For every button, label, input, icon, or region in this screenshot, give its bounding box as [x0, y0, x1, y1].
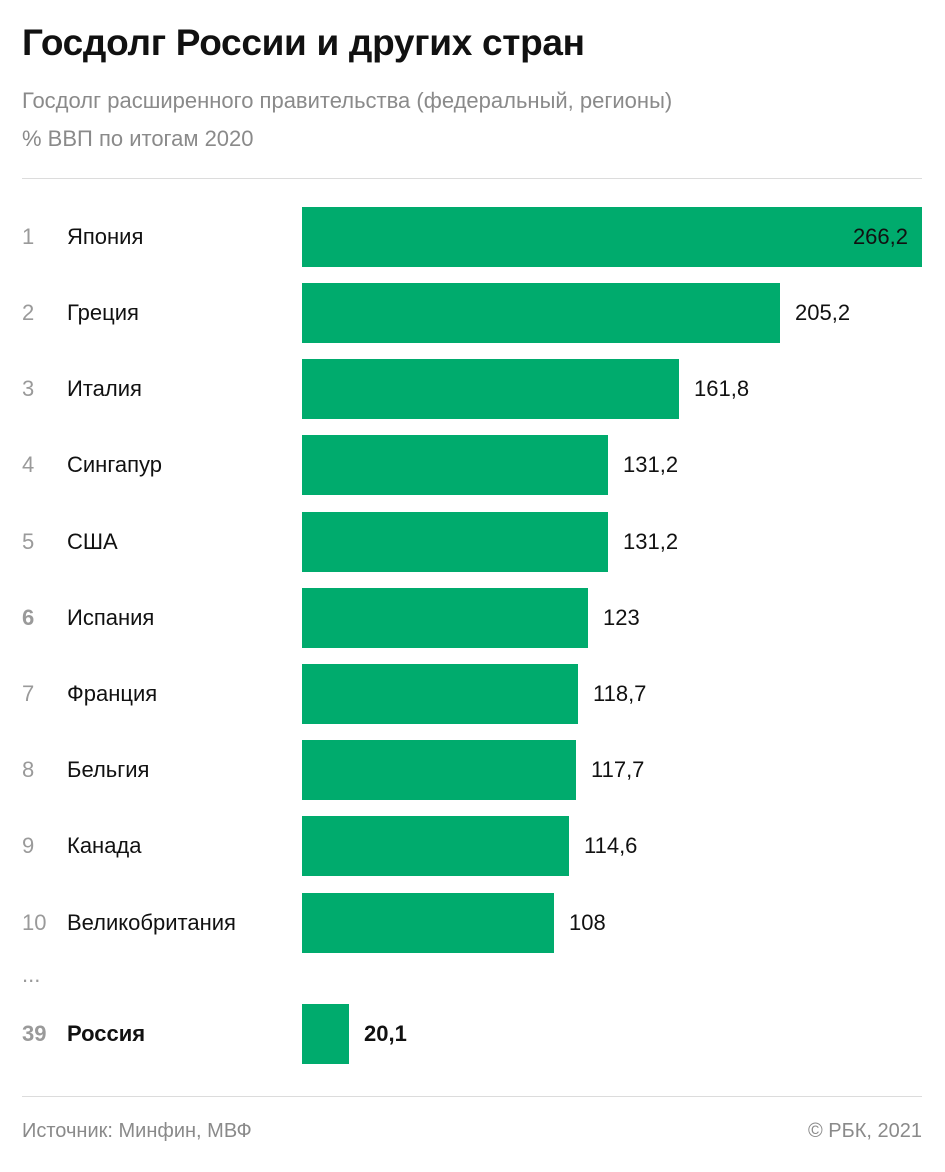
rank-label: 7: [22, 681, 35, 706]
bar-row-5: 5 США 131,2: [0, 512, 945, 572]
rank-label: 3: [22, 376, 35, 401]
category-label: Канада: [67, 833, 142, 858]
bar: [302, 359, 679, 419]
category-label: США: [67, 529, 118, 554]
bar-row-39: 39 Россия 20,1: [0, 1004, 945, 1064]
bar-row-9: 9 Канада 114,6: [0, 816, 945, 876]
bar: [302, 740, 576, 800]
rank-label: 6: [22, 605, 35, 630]
rank-label: 9: [22, 833, 35, 858]
gap-ellipsis: ...: [22, 962, 41, 987]
data-label: 131,2: [623, 529, 679, 554]
category-label: Великобритания: [67, 910, 236, 935]
bar-row-3: 3 Италия 161,8: [0, 359, 945, 419]
data-label: 131,2: [623, 452, 679, 477]
data-label: 108: [569, 910, 606, 935]
bar: [302, 512, 608, 572]
rank-label: 1: [22, 224, 35, 249]
category-label: Франция: [67, 681, 158, 706]
chart-subtitle-line-1: Госдолг расширенного правительства (феде…: [22, 88, 673, 113]
bar: [302, 588, 588, 648]
bar: [302, 816, 569, 876]
bar-row-7: 7 Франция 118,7: [0, 664, 945, 724]
source-note: Источник: Минфин, МВФ: [22, 1120, 252, 1142]
rank-label: 5: [22, 529, 35, 554]
data-label: 161,8: [694, 376, 750, 401]
rank-label: 4: [22, 452, 35, 477]
category-label: Греция: [67, 300, 139, 325]
data-label: 114,6: [584, 833, 638, 858]
top-divider: [22, 178, 922, 179]
rank-label: 8: [22, 757, 35, 782]
bar: [302, 893, 554, 953]
data-label: 117,7: [591, 757, 645, 782]
category-label: Япония: [67, 224, 144, 249]
category-label: Бельгия: [67, 757, 150, 782]
bar-row-4: 4 Сингапур 131,2: [0, 435, 945, 495]
data-label: 118,7: [593, 681, 647, 706]
bar: [302, 435, 608, 495]
copyright-note: © РБК, 2021: [807, 1120, 922, 1142]
data-label: 123: [603, 605, 640, 630]
data-label: 266,2: [852, 224, 908, 249]
bar: [302, 207, 922, 267]
bar-row-10: 10 Великобритания 108: [0, 893, 945, 953]
bar-row-8: 8 Бельгия 117,7: [0, 740, 945, 800]
chart-title: Госдолг России и других стран: [22, 22, 585, 63]
bar-row-6: 6 Испания 123: [0, 588, 945, 648]
chart-subtitle-line-2: % ВВП по итогам 2020: [22, 126, 254, 151]
category-label: Россия: [67, 1021, 146, 1046]
category-label: Италия: [67, 376, 142, 401]
bar: [302, 283, 780, 343]
category-label: Сингапур: [67, 452, 163, 477]
bar: [302, 664, 578, 724]
data-label: 20,1: [364, 1021, 407, 1046]
bar: [302, 1004, 349, 1064]
rank-label: 39: [22, 1021, 47, 1046]
data-label: 205,2: [795, 300, 851, 325]
bar-row-1: 1 Япония 266,2: [0, 207, 945, 267]
rank-label: 2: [22, 300, 35, 325]
rank-label: 10: [22, 910, 47, 935]
bottom-divider: [22, 1096, 922, 1097]
bar-row-2: 2 Греция 205,2: [0, 283, 945, 343]
category-label: Испания: [67, 605, 155, 630]
